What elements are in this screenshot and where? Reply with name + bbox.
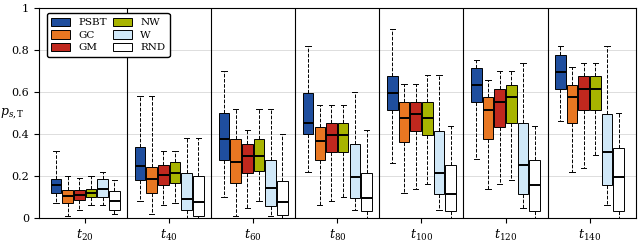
PathPatch shape xyxy=(326,123,337,152)
PathPatch shape xyxy=(349,144,360,198)
PathPatch shape xyxy=(242,144,253,173)
PathPatch shape xyxy=(97,179,108,197)
PathPatch shape xyxy=(254,139,264,171)
PathPatch shape xyxy=(62,190,73,203)
Y-axis label: $p_{s,\mathrm{T}}$: $p_{s,\mathrm{T}}$ xyxy=(0,106,24,120)
PathPatch shape xyxy=(410,102,421,131)
PathPatch shape xyxy=(494,89,505,127)
PathPatch shape xyxy=(506,85,516,123)
PathPatch shape xyxy=(445,165,456,211)
PathPatch shape xyxy=(86,189,96,197)
PathPatch shape xyxy=(230,139,241,183)
PathPatch shape xyxy=(614,148,624,211)
PathPatch shape xyxy=(338,123,348,152)
PathPatch shape xyxy=(303,93,314,134)
PathPatch shape xyxy=(529,160,540,211)
PathPatch shape xyxy=(602,114,612,185)
PathPatch shape xyxy=(471,68,481,102)
PathPatch shape xyxy=(314,127,325,160)
PathPatch shape xyxy=(147,166,157,193)
PathPatch shape xyxy=(181,173,192,210)
PathPatch shape xyxy=(170,162,180,183)
PathPatch shape xyxy=(219,113,229,160)
PathPatch shape xyxy=(567,85,577,123)
PathPatch shape xyxy=(590,76,601,110)
PathPatch shape xyxy=(109,191,120,210)
PathPatch shape xyxy=(74,190,84,200)
PathPatch shape xyxy=(555,55,566,89)
PathPatch shape xyxy=(361,173,372,211)
Legend: PSBT, GC, GM, NW, W, RND: PSBT, GC, GM, NW, W, RND xyxy=(47,13,170,57)
PathPatch shape xyxy=(483,97,493,139)
PathPatch shape xyxy=(387,76,397,110)
PathPatch shape xyxy=(434,131,444,194)
PathPatch shape xyxy=(518,123,528,194)
PathPatch shape xyxy=(399,102,409,143)
PathPatch shape xyxy=(266,160,276,206)
PathPatch shape xyxy=(158,165,168,185)
PathPatch shape xyxy=(193,176,204,216)
PathPatch shape xyxy=(277,181,288,215)
PathPatch shape xyxy=(422,102,433,135)
PathPatch shape xyxy=(51,179,61,193)
PathPatch shape xyxy=(134,147,145,180)
PathPatch shape xyxy=(579,76,589,110)
